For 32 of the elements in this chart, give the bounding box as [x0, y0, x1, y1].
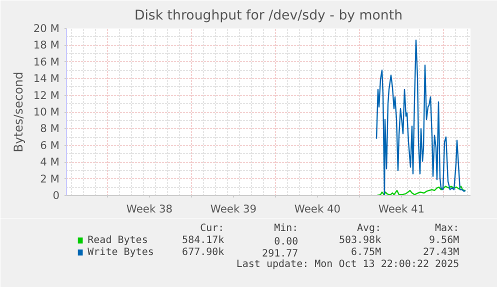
text: 0.00 [274, 236, 298, 248]
y-tick-label: 2 M [40, 172, 60, 186]
legend-label: Read Bytes [88, 235, 148, 246]
text: Max: [435, 223, 460, 234]
x-tick-label: Week 41 [378, 202, 425, 216]
text: 27.43M [422, 247, 460, 258]
text: 6.75M [350, 247, 382, 258]
x-tick-label: Week 38 [126, 202, 173, 216]
text: 503.98k [338, 235, 382, 246]
y-tick-label: 18 M [33, 38, 60, 52]
y-axis-title: Bytes/second [11, 72, 26, 152]
y-tick-label: 4 M [40, 156, 60, 169]
x-tick-label: Week 39 [210, 202, 257, 216]
y-tick-label: 20 M [33, 22, 60, 35]
y-tick-label: 0 [52, 189, 60, 202]
text: 584.17k [182, 235, 224, 246]
text: Last update: Mon Oct 13 22:00:22 2025 [236, 259, 460, 270]
x-tick-label: Week 40 [294, 202, 341, 216]
y-tick-label: 16 M [33, 55, 60, 68]
y-tick-label: 10 M [33, 106, 60, 118]
chart-title: Disk throughput for /dev/sdy - by month [134, 8, 403, 24]
text: Avg: [357, 223, 382, 234]
legend-label: Write Bytes [88, 247, 154, 258]
y-tick-label: 12 M [33, 88, 60, 102]
text: Cur: [200, 223, 224, 234]
y-tick-label: 14 M [33, 72, 60, 86]
text: 291.77 [262, 248, 298, 260]
text: 677.90k [182, 247, 224, 258]
y-tick-label: 6 M [40, 138, 60, 152]
text: Min: [274, 223, 298, 234]
y-tick-label: 8 M [40, 122, 60, 136]
text: 9.56M [429, 235, 460, 246]
